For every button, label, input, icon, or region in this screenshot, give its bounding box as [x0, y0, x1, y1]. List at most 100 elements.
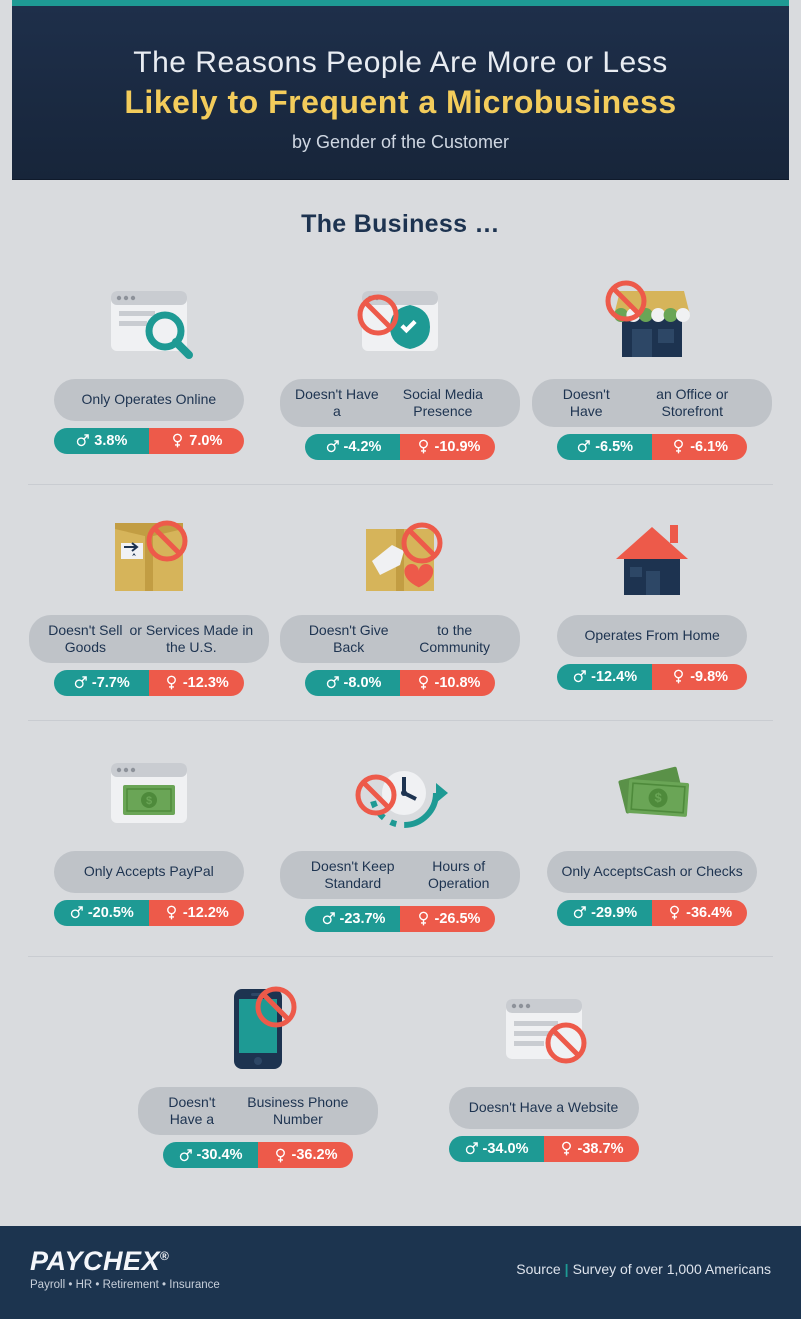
male-icon [325, 439, 340, 454]
male-icon [464, 1141, 479, 1156]
female-icon [667, 905, 682, 920]
value-pill: -12.4% -9.8% [557, 664, 747, 690]
item-cell: Operates From Home -12.4% -9.8% [532, 509, 772, 696]
female-value: -9.8% [652, 664, 747, 690]
male-value: -34.0% [449, 1136, 544, 1162]
female-icon [164, 675, 179, 690]
value-pill: -34.0% -38.7% [449, 1136, 639, 1162]
male-value: 3.8% [54, 428, 149, 454]
female-icon [164, 905, 179, 920]
female-value: -36.4% [652, 900, 747, 926]
male-value: -6.5% [557, 434, 652, 460]
female-value: -12.2% [149, 900, 244, 926]
item-label: Doesn't Give Backto the Community [280, 615, 520, 663]
item-label: Only AcceptsCash or Checks [547, 851, 756, 893]
female-value: 7.0% [149, 428, 244, 454]
item-row: $ Only Accepts PayPal -20.5% -12.2% Does… [28, 720, 773, 956]
female-value: -10.8% [400, 670, 495, 696]
item-cell: Doesn't Havean Office or Storefront -6.5… [532, 273, 772, 460]
item-label: Doesn't Have aSocial Media Presence [280, 379, 520, 427]
item-cell: Doesn't Have aBusiness Phone Number -30.… [138, 981, 378, 1168]
female-value: -36.2% [258, 1142, 353, 1168]
item-row: Only Operates Online 3.8% 7.0% Doesn't H… [28, 263, 773, 484]
male-value: -30.4% [163, 1142, 258, 1168]
male-value: -8.0% [305, 670, 400, 696]
no-social-icon [352, 273, 448, 369]
infographic-container: The Reasons People Are More or Less Like… [0, 0, 801, 1319]
item-row: Doesn't Sell Goodsor Services Made in th… [28, 484, 773, 720]
paypal-icon: $ [101, 745, 197, 841]
registered-mark: ® [160, 1249, 169, 1263]
no-give-back-icon [352, 509, 448, 605]
no-us-box-icon [101, 509, 197, 605]
item-label: Doesn't Have aBusiness Phone Number [138, 1087, 378, 1135]
rows-container: Only Operates Online 3.8% 7.0% Doesn't H… [28, 263, 773, 1193]
item-cell: Doesn't Have a Website -34.0% -38.7% [424, 981, 664, 1168]
female-value: -26.5% [400, 906, 495, 932]
no-hours-icon [350, 745, 450, 841]
header: The Reasons People Are More or Less Like… [12, 0, 789, 180]
cash-icon: $ [600, 745, 704, 841]
male-icon [178, 1148, 193, 1163]
item-label: Operates From Home [557, 615, 747, 657]
male-icon [75, 433, 90, 448]
item-cell: Only Operates Online 3.8% 7.0% [29, 273, 269, 460]
item-cell: $ Only Accepts PayPal -20.5% -12.2% [29, 745, 269, 932]
male-icon [73, 675, 88, 690]
male-value: -20.5% [54, 900, 149, 926]
item-label: Doesn't Keep StandardHours of Operation [280, 851, 520, 899]
male-icon [321, 911, 336, 926]
svg-text:$: $ [146, 795, 152, 807]
browser-search-icon [101, 273, 197, 369]
item-cell: Doesn't Sell Goodsor Services Made in th… [29, 509, 269, 696]
female-icon [416, 911, 431, 926]
female-value: -12.3% [149, 670, 244, 696]
female-icon [170, 433, 185, 448]
brand-name: PAYCHEX [30, 1246, 160, 1276]
male-icon [69, 905, 84, 920]
source-value: Survey of over 1,000 Americans [573, 1261, 771, 1277]
male-icon [576, 439, 591, 454]
item-label: Doesn't Havean Office or Storefront [532, 379, 772, 427]
item-cell: Doesn't Keep StandardHours of Operation … [280, 745, 520, 932]
male-icon [325, 675, 340, 690]
item-cell: Doesn't Have aSocial Media Presence -4.2… [280, 273, 520, 460]
female-icon [416, 675, 431, 690]
subtitle: by Gender of the Customer [42, 132, 759, 153]
value-pill: -8.0% -10.8% [305, 670, 495, 696]
item-label: Only Accepts PayPal [54, 851, 244, 893]
value-pill: -23.7% -26.5% [305, 906, 495, 932]
female-value: -10.9% [400, 434, 495, 460]
item-label: Doesn't Have a Website [449, 1087, 639, 1129]
value-pill: -20.5% -12.2% [54, 900, 244, 926]
male-value: -23.7% [305, 906, 400, 932]
footer: PAYCHEX® Payroll • HR • Retirement • Ins… [0, 1226, 801, 1319]
value-pill: 3.8% 7.0% [54, 428, 244, 454]
item-label: Doesn't Sell Goodsor Services Made in th… [29, 615, 269, 663]
source-text: Source|Survey of over 1,000 Americans [516, 1261, 771, 1277]
no-phone-icon [215, 981, 301, 1077]
title-top-line: The Reasons People Are More or Less [133, 46, 667, 79]
value-pill: -6.5% -6.1% [557, 434, 747, 460]
male-value: -29.9% [557, 900, 652, 926]
female-icon [273, 1148, 288, 1163]
no-website-icon [496, 981, 592, 1077]
main-title: The Reasons People Are More or Less Like… [42, 44, 759, 122]
item-cell: $ Only AcceptsCash or Checks -29.9% -36.… [532, 745, 772, 932]
male-icon [572, 669, 587, 684]
female-value: -6.1% [652, 434, 747, 460]
value-pill: -4.2% -10.9% [305, 434, 495, 460]
body: The Business … Only Operates Online 3.8%… [0, 180, 801, 1193]
male-value: -7.7% [54, 670, 149, 696]
source-label: Source [516, 1261, 560, 1277]
female-icon [416, 439, 431, 454]
item-row: Doesn't Have aBusiness Phone Number -30.… [28, 956, 773, 1192]
section-title: The Business … [28, 210, 773, 239]
male-value: -12.4% [557, 664, 652, 690]
value-pill: -29.9% -36.4% [557, 900, 747, 926]
brand-tagline: Payroll • HR • Retirement • Insurance [30, 1279, 220, 1291]
female-icon [671, 439, 686, 454]
value-pill: -7.7% -12.3% [54, 670, 244, 696]
item-label: Only Operates Online [54, 379, 244, 421]
brand-logo: PAYCHEX® [30, 1246, 220, 1277]
